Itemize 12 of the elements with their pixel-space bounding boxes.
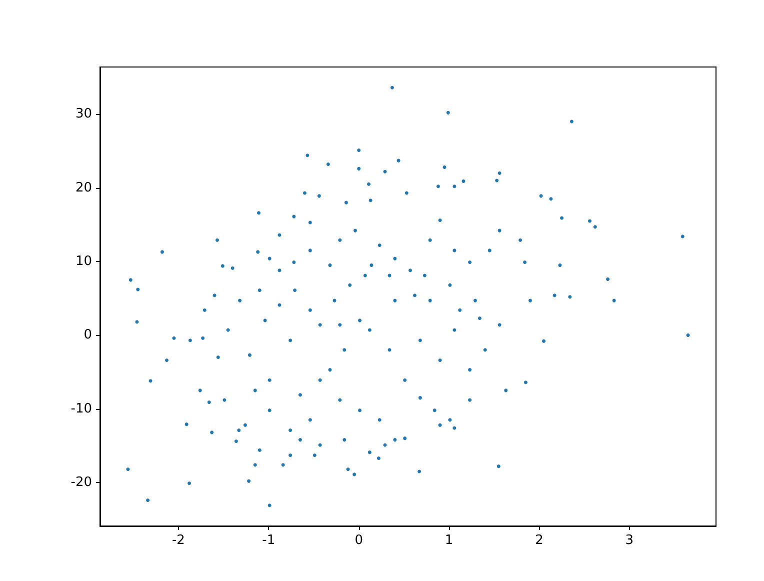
x-tick-label: -2 <box>172 533 185 548</box>
x-tick-label: 0 <box>354 533 363 548</box>
y-tick-label: 20 <box>75 180 92 196</box>
x-tick-label: 1 <box>444 533 454 548</box>
y-tick-label: 10 <box>75 254 92 270</box>
y-tick-label: -10 <box>70 401 92 416</box>
y-tick-label: -20 <box>70 475 92 490</box>
x-tick-label: 3 <box>625 533 634 548</box>
x-tick-label: -1 <box>262 533 276 548</box>
y-tick-label: 0 <box>84 328 92 343</box>
y-tick-label: 30 <box>75 106 92 122</box>
x-tick-label: 2 <box>535 533 544 548</box>
